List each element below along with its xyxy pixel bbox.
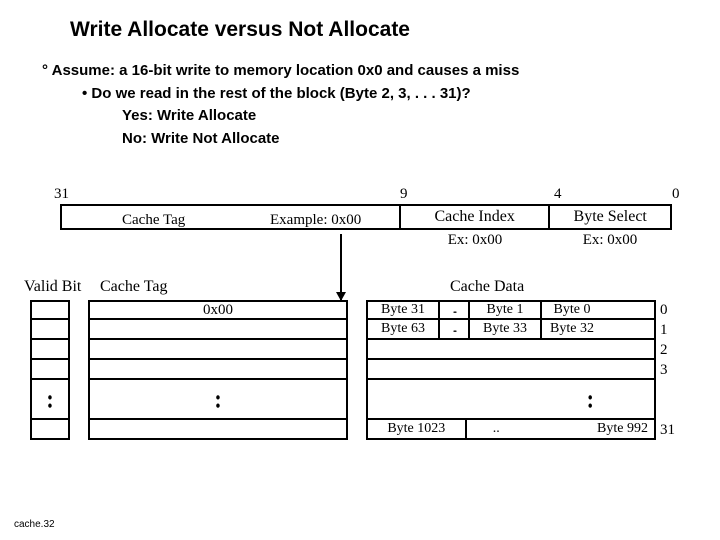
byte-cell: Byte 33 [470, 320, 542, 338]
data-cell: Byte 31 .. Byte 1 Byte 0 [366, 300, 656, 320]
data-cell [366, 340, 656, 360]
data-cell: Byte 63 .. Byte 33 Byte 32 [366, 320, 656, 340]
byte-cell: Byte 63 [368, 320, 440, 338]
slide-title: Write Allocate versus Not Allocate [70, 18, 690, 42]
tag-cell [88, 360, 348, 380]
bit-0: 0 [672, 186, 680, 203]
byte-cell: Byte 1 [470, 302, 542, 318]
valid-cell [30, 340, 70, 360]
cache-diagram: 31 9 4 0 Cache Tag Example: 0x00 Cache I… [60, 186, 690, 249]
row-index: 1 [656, 320, 680, 340]
byte-cell: Byte 992 [526, 420, 654, 438]
row-index: 31 [656, 420, 680, 440]
addr-index-seg: Cache Index [401, 206, 551, 228]
valid-cell [30, 320, 70, 340]
table-row: 3 [30, 360, 710, 380]
bit-9: 9 [400, 186, 408, 203]
row-index: 3 [656, 360, 680, 380]
table-row: 0x00 Byte 31 .. Byte 1 Byte 0 0 [30, 300, 710, 320]
addr-tag-example: Example: 0x00 [270, 212, 361, 229]
vdots-icon: : [587, 383, 594, 414]
bit-31: 31 [54, 186, 69, 203]
tag-cell [88, 340, 348, 360]
address-examples: Ex: 0x00 Ex: 0x00 [60, 230, 672, 249]
valid-cell [30, 420, 70, 440]
bullet-3b: No: Write Not Allocate [122, 128, 690, 151]
tag-cell: 0x00 [88, 300, 348, 320]
dots-cell: .. [467, 420, 526, 438]
table-row: : : : [30, 380, 710, 420]
table-row: Byte 1023 .. Byte 992 31 [30, 420, 710, 440]
address-bar: Cache Tag Example: 0x00 Cache Index Byte… [60, 204, 672, 230]
vdots-icon: : [214, 383, 221, 414]
byte-cell: Byte 0 [542, 302, 602, 318]
cache-headers: Valid Bit Cache Tag Cache Data [30, 278, 710, 300]
header-valid: Valid Bit [24, 278, 81, 296]
byte-cell: Byte 32 [542, 320, 602, 338]
bullet-2: Do we read in the rest of the block (Byt… [82, 83, 690, 106]
dots-cell: .. [440, 302, 470, 318]
header-data: Cache Data [450, 278, 524, 296]
tag-cell: : [88, 380, 348, 420]
valid-cell: : [30, 380, 70, 420]
row-index [656, 380, 680, 420]
byte-cell: Byte 31 [368, 302, 440, 318]
table-row: Byte 63 .. Byte 33 Byte 32 1 [30, 320, 710, 340]
slide-number: cache.32 [14, 519, 55, 530]
data-cell: : [366, 380, 656, 420]
bullet-1: Assume: a 16-bit write to memory locatio… [42, 60, 690, 83]
bullet-list: Assume: a 16-bit write to memory locatio… [42, 60, 690, 150]
addr-tag-label: Cache Tag [122, 212, 185, 229]
row-index: 0 [656, 300, 680, 320]
bullet-3a: Yes: Write Allocate [122, 105, 690, 128]
vdots-icon: : [46, 383, 53, 414]
valid-cell [30, 300, 70, 320]
byte-cell: Byte 1023 [368, 420, 467, 438]
tag-cell [88, 320, 348, 340]
data-cell [366, 360, 656, 380]
tag-cell [88, 420, 348, 440]
bit-4: 4 [554, 186, 562, 203]
bit-labels: 31 9 4 0 [60, 186, 690, 204]
addr-index-example: Ex: 0x00 [400, 230, 550, 249]
table-row: 2 [30, 340, 710, 360]
cache-table: Valid Bit Cache Tag Cache Data 0x00 Byte… [30, 278, 710, 440]
header-tag: Cache Tag [100, 278, 167, 296]
data-cell: Byte 1023 .. Byte 992 [366, 420, 656, 440]
valid-cell [30, 360, 70, 380]
row-index: 2 [656, 340, 680, 360]
dots-cell: .. [440, 320, 470, 338]
addr-byte-example: Ex: 0x00 [550, 230, 670, 249]
addr-byte-seg: Byte Select [550, 206, 670, 228]
cache-rows: 0x00 Byte 31 .. Byte 1 Byte 0 0 Byte 63 … [30, 300, 710, 440]
addr-tag-seg: Cache Tag Example: 0x00 [62, 206, 401, 228]
